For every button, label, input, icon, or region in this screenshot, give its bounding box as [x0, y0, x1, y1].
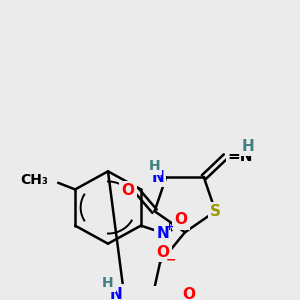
Text: O: O: [122, 183, 135, 198]
Text: =N: =N: [228, 149, 253, 164]
Text: −: −: [166, 254, 176, 266]
Text: O: O: [182, 286, 195, 300]
Text: S: S: [210, 204, 221, 219]
Text: H: H: [148, 159, 160, 173]
Text: O: O: [156, 245, 170, 260]
Text: N: N: [109, 286, 122, 300]
Text: +: +: [165, 222, 175, 232]
Text: CH₃: CH₃: [20, 173, 48, 187]
Text: H: H: [242, 139, 255, 154]
Text: H: H: [102, 276, 114, 290]
Text: N: N: [152, 170, 164, 185]
Text: O: O: [174, 212, 188, 227]
Text: N: N: [157, 226, 169, 241]
